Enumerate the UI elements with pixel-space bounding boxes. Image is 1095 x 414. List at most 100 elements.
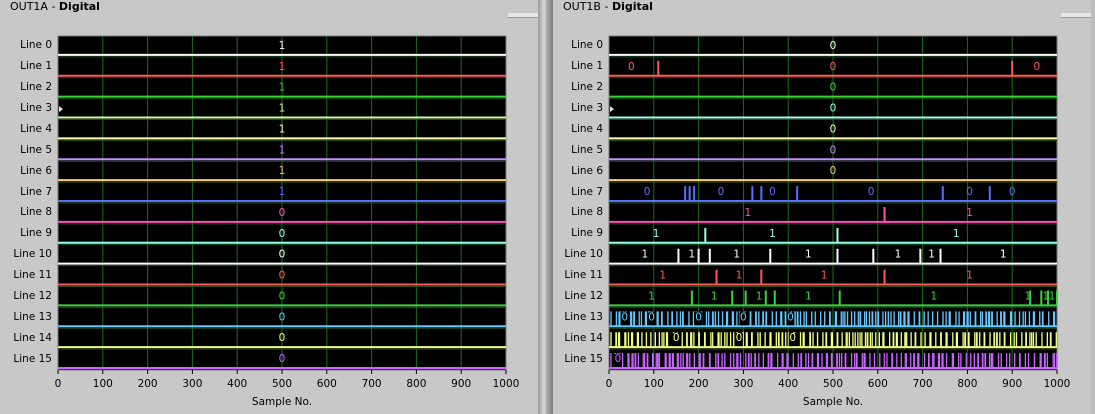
panel-title: OUT1A - Digital	[10, 0, 100, 13]
pulse	[1048, 311, 1050, 327]
pulse	[962, 311, 966, 327]
cursor-handle-icon[interactable]	[610, 106, 614, 113]
pulse	[890, 311, 892, 327]
waveform-line-12: 0	[58, 290, 506, 307]
pulse	[627, 353, 630, 368]
pulse	[936, 311, 939, 327]
pulse	[904, 353, 907, 368]
waveform-line-3: 0	[609, 103, 1057, 119]
waveform-line-5: 0	[609, 144, 1057, 161]
pulse	[720, 332, 722, 348]
state-value-label: 1	[279, 103, 286, 115]
pulse	[984, 353, 987, 368]
pulse	[1027, 353, 1030, 368]
state-value-label: 0	[830, 61, 837, 73]
pulse	[1013, 332, 1015, 348]
pulse	[769, 332, 772, 348]
pulse	[869, 353, 871, 368]
pulse	[799, 311, 802, 327]
line-label: Line 8	[20, 206, 52, 219]
waveform-line-15: 0	[609, 353, 1058, 369]
pulse	[899, 311, 902, 327]
pulse	[721, 353, 723, 368]
pulse	[878, 332, 880, 348]
pulse	[717, 332, 720, 348]
pulse	[948, 311, 951, 327]
pulse	[1052, 311, 1056, 327]
pulse	[859, 332, 861, 348]
pulse	[654, 332, 656, 348]
state-value-label: 1	[733, 249, 740, 261]
pulse	[866, 332, 869, 348]
pulse	[816, 353, 820, 368]
pulse	[927, 353, 930, 368]
pulse	[621, 353, 624, 368]
pulse	[967, 332, 970, 348]
pulse	[821, 353, 823, 368]
pulse	[658, 332, 661, 348]
pulse	[871, 332, 873, 348]
x-tick-label: 600	[867, 378, 888, 390]
line-label: Line 2	[571, 81, 603, 94]
pulse	[642, 353, 644, 368]
state-value-label: 1	[279, 186, 286, 198]
pulse	[749, 311, 752, 327]
pulse	[914, 332, 917, 348]
pulse	[652, 353, 654, 368]
pulse	[637, 353, 639, 368]
pulse	[850, 311, 853, 327]
pulse	[1041, 332, 1043, 348]
pulse	[686, 332, 688, 348]
pulse	[1041, 311, 1044, 327]
pulse	[977, 353, 980, 368]
label-backdrop	[620, 312, 629, 326]
state-value-label: 0	[279, 311, 286, 323]
pulse	[751, 332, 753, 348]
pulse	[682, 311, 684, 327]
line-label: Line 6	[20, 164, 52, 177]
pulse	[836, 353, 838, 368]
out1a-waveform-graph[interactable]: 1 1 1 1 1 1 1 1 0 0 0 0 0 0 0 0	[0, 35, 538, 374]
pulse	[703, 332, 706, 348]
pulse	[676, 311, 678, 327]
pulse	[974, 311, 977, 327]
waveform-line-4: 1	[58, 123, 506, 140]
state-value-label: 1	[966, 270, 973, 282]
pulse	[924, 332, 926, 348]
pulse	[812, 332, 814, 348]
line-label: Line 8	[571, 206, 603, 219]
waveform-line-10: 1 1 1 1 1 1 1	[609, 249, 1057, 265]
pulse	[726, 332, 728, 348]
state-value-label: 0	[830, 82, 837, 94]
pulse	[721, 311, 724, 327]
pulse	[942, 311, 944, 327]
line-label: Line 4	[571, 122, 603, 135]
state-value-label: 0	[279, 228, 286, 240]
pulse	[883, 353, 885, 368]
pulse	[665, 332, 669, 348]
cursor-handle-icon[interactable]	[59, 106, 63, 113]
waveform-line-6: 0	[609, 165, 1057, 182]
pulse	[985, 311, 988, 327]
state-value-label: 1	[279, 61, 286, 73]
x-tick-label: 0	[54, 378, 62, 390]
pulse	[805, 311, 807, 327]
pulse	[1009, 353, 1011, 368]
panel-splitter[interactable]	[538, 0, 553, 414]
pulse	[705, 311, 708, 327]
pulse	[702, 353, 705, 368]
pulse	[865, 311, 868, 327]
line-label: Line 5	[571, 143, 603, 156]
pulse	[973, 353, 975, 368]
pulse	[1031, 332, 1033, 348]
pulse	[957, 353, 960, 368]
pulse	[757, 332, 759, 348]
state-value-label: 1	[659, 270, 666, 282]
x-tick-label: 800	[957, 378, 978, 390]
waveform-line-1: 1	[58, 61, 506, 77]
line-label: Line 12	[13, 289, 52, 302]
waveform-line-0: 0	[609, 40, 1057, 56]
state-value-label: 0	[1009, 186, 1016, 198]
pulse	[775, 332, 777, 348]
